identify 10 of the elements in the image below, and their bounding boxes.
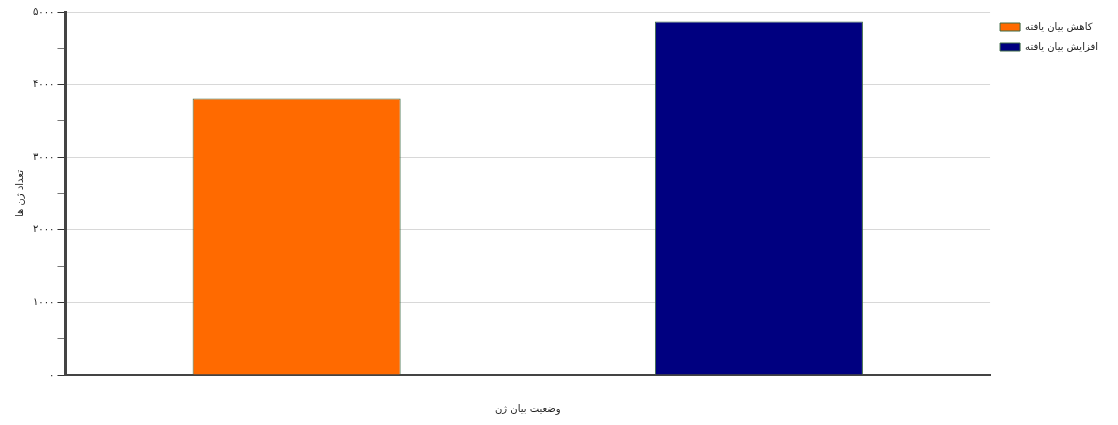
- y-tick-label: ۵۰۰۰: [33, 5, 55, 17]
- y-tick-label: ۱۰۰۰: [33, 295, 55, 307]
- y-tick-label: ۰: [49, 368, 55, 380]
- y-tick-label: ۳۰۰۰: [33, 150, 55, 162]
- legend-label: کاهش بیان یافته: [1025, 20, 1093, 32]
- y-tick-label: ۲۰۰۰: [33, 223, 55, 235]
- y-axis-title: تعداد ژن ها: [13, 169, 25, 217]
- x-axis-title: وضعیت بیان ژن: [494, 402, 561, 415]
- y-tick-label: ۴۰۰۰: [33, 78, 55, 90]
- legend-label: افزایش بیان یافته: [1025, 40, 1099, 52]
